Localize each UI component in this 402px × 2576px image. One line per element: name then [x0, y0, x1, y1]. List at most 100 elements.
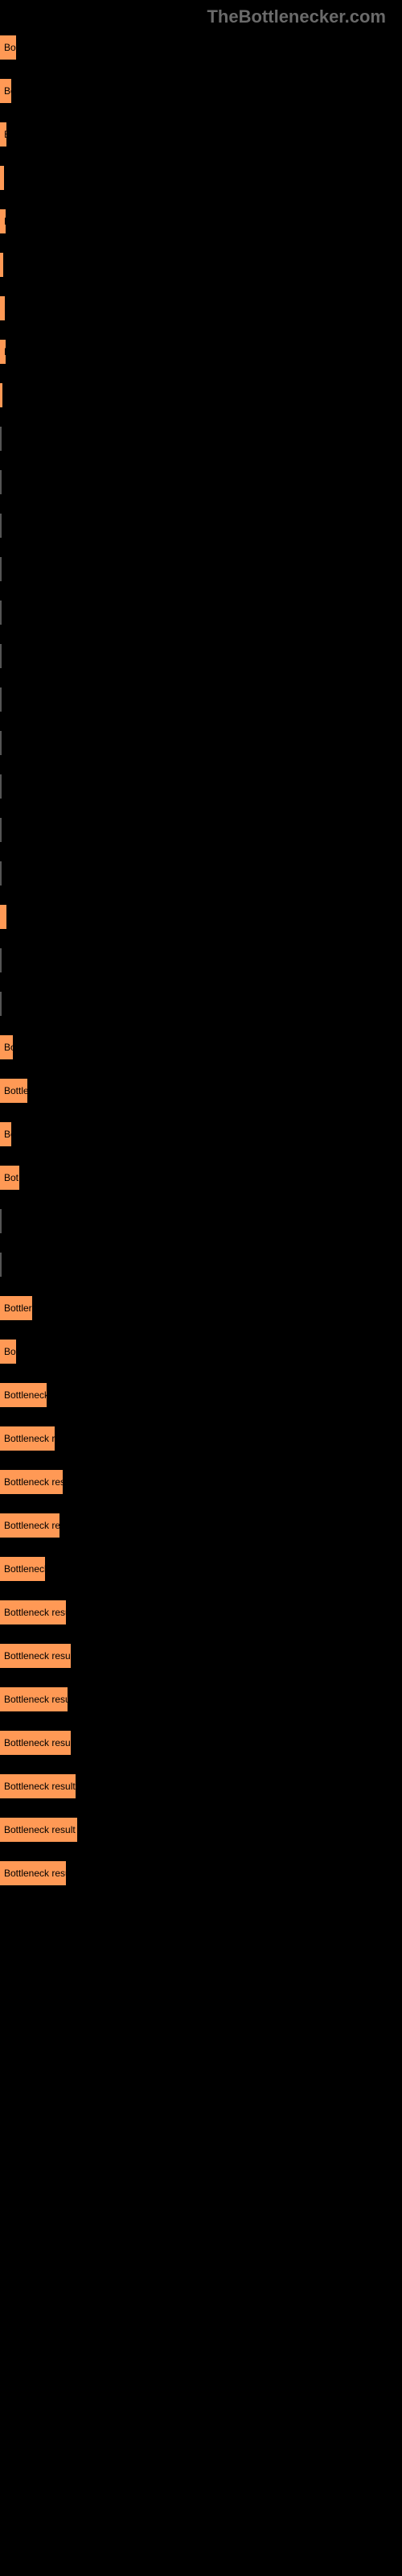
bar-row: Bottleneck resu: [0, 1687, 402, 1711]
bar-row: [0, 774, 402, 799]
bar-label: B: [4, 129, 10, 140]
watermark-text: TheBottlenecker.com: [0, 0, 402, 27]
bar-row: B: [0, 166, 402, 190]
bar-label: Bottleneck resu: [4, 1868, 71, 1879]
bar-label: Bottleneck resu: [4, 1607, 71, 1618]
bar-row: Bot: [0, 1166, 402, 1190]
bar-label: Bottleneck res: [4, 1476, 65, 1488]
bar-row: Bottleneck resul: [0, 1731, 402, 1755]
bar-row: B: [0, 122, 402, 147]
bar-row: Bottleneck resu: [0, 1600, 402, 1624]
bar-row: Bottle: [0, 1079, 402, 1103]
bar-row: Bottleneck resul: [0, 1644, 402, 1668]
bar: [0, 427, 2, 451]
bar: [0, 731, 2, 755]
bar-row: [0, 861, 402, 886]
bar-row: Bo: [0, 1122, 402, 1146]
bar-label: Bottlenecl: [4, 1563, 47, 1575]
bar-row: Bottleneck res: [0, 1470, 402, 1494]
bar-row: [0, 470, 402, 494]
bar-row: Bottleneck resu: [0, 1861, 402, 1885]
bar-label: Bottler: [4, 1302, 32, 1314]
bar-row: [0, 731, 402, 755]
bar-label: Bo: [4, 1042, 16, 1053]
bar: B: [0, 340, 6, 364]
bar-row: [0, 383, 402, 407]
bar: [0, 514, 2, 538]
bar-label: Bot: [4, 1172, 18, 1183]
bar-label: Bo: [4, 1346, 16, 1357]
bar: Bo: [0, 1122, 11, 1146]
bar: [0, 557, 2, 581]
bar: [0, 470, 2, 494]
bar-row: [0, 601, 402, 625]
bar: [0, 601, 2, 625]
bar: [0, 948, 2, 972]
bar: Bottleneck re: [0, 1513, 59, 1538]
bar: B: [0, 166, 4, 190]
bar-label: Bottleneck result: [4, 1824, 76, 1835]
bar: [0, 818, 2, 842]
bar-row: [0, 1253, 402, 1277]
bar-row: Bottleneck re: [0, 1513, 402, 1538]
bar-row: Bo: [0, 1340, 402, 1364]
bar: [0, 861, 2, 886]
bar: Bottleneck r: [0, 1426, 55, 1451]
bar: [0, 644, 2, 668]
bar: [0, 992, 2, 1016]
bar: Bottleneck res: [0, 1470, 63, 1494]
bar-row: [0, 427, 402, 451]
bar: Bottle: [0, 1079, 27, 1103]
bar: [0, 687, 2, 712]
bar-label: B: [4, 216, 10, 227]
bar: B: [0, 209, 6, 233]
bar: [0, 774, 2, 799]
bar-row: [0, 992, 402, 1016]
bar-label: B: [4, 346, 10, 357]
bar-row: Bottleneck result: [0, 1774, 402, 1798]
bar-row: B: [0, 340, 402, 364]
bar-row: Bottleneck: [0, 1383, 402, 1407]
bar: Bo: [0, 79, 11, 103]
bar-label: B: [4, 172, 10, 184]
bar-row: [0, 514, 402, 538]
bar-label: Bottleneck resul: [4, 1737, 72, 1748]
bar-row: Bo: [0, 35, 402, 60]
bar: Bo: [0, 1035, 13, 1059]
bar: Bottlenecl: [0, 1557, 45, 1581]
bar: Bo: [0, 1340, 16, 1364]
bar-label: Bottle: [4, 1085, 29, 1096]
bar-row: Bo: [0, 79, 402, 103]
bar: Bottler: [0, 1296, 32, 1320]
bar-row: [0, 818, 402, 842]
bar: B: [0, 296, 5, 320]
bar-row: Bo: [0, 1035, 402, 1059]
bar: Bottleneck result: [0, 1774, 76, 1798]
bar: B: [0, 122, 6, 147]
bar-row: [0, 253, 402, 277]
bar: Bottleneck: [0, 1383, 47, 1407]
bar-row: [0, 948, 402, 972]
bar-label: Bottleneck: [4, 1389, 49, 1401]
bar-label: Bottleneck resul: [4, 1650, 72, 1662]
bar-label: Bottleneck resu: [4, 1694, 71, 1705]
bar: Bottleneck resu: [0, 1600, 66, 1624]
bar-row: [0, 905, 402, 929]
bar-row: B: [0, 209, 402, 233]
bar-row: [0, 1209, 402, 1233]
bar: [0, 1253, 2, 1277]
bar: Bottleneck resul: [0, 1731, 71, 1755]
bar-row: Bottler: [0, 1296, 402, 1320]
bar-label: Bottleneck result: [4, 1781, 76, 1792]
bar: Bo: [0, 35, 16, 60]
bar: Bottleneck resul: [0, 1644, 71, 1668]
bar: [0, 905, 6, 929]
bar-row: [0, 644, 402, 668]
bar: Bottleneck result: [0, 1818, 77, 1842]
bar-label: Bo: [4, 42, 16, 53]
bar: [0, 383, 2, 407]
bar-label: Bo: [4, 1129, 16, 1140]
bar-row: B: [0, 296, 402, 320]
bar: [0, 1209, 2, 1233]
bar: Bottleneck resu: [0, 1861, 66, 1885]
